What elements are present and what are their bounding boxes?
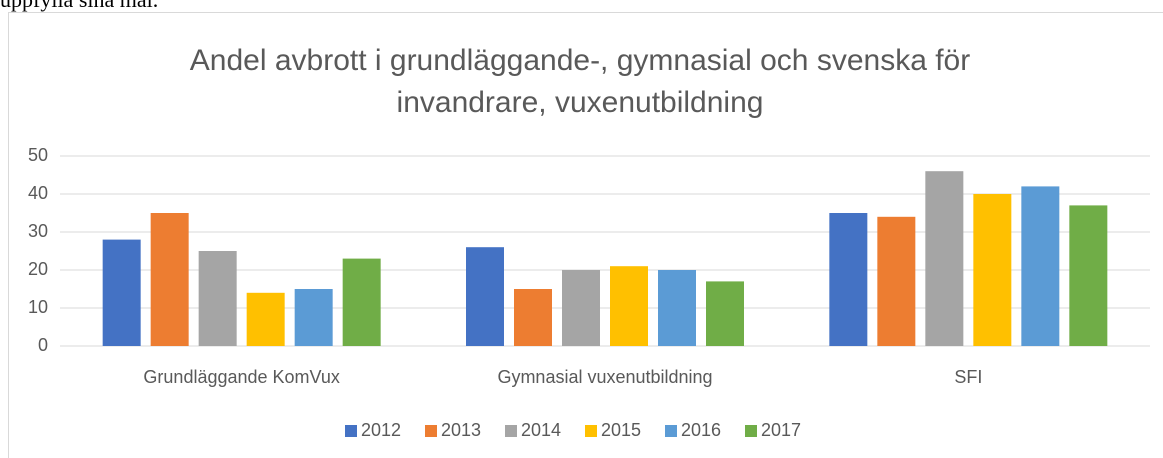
bar xyxy=(610,266,648,346)
legend-swatch xyxy=(425,425,437,437)
bar xyxy=(102,239,141,346)
bar xyxy=(150,213,189,346)
chart-frame xyxy=(8,12,1163,458)
x-tick-label: Gymnasial vuxenutbildning xyxy=(497,367,712,387)
bar xyxy=(514,289,552,346)
y-tick-label: 10 xyxy=(28,297,48,317)
legend-swatch xyxy=(585,425,597,437)
bar xyxy=(246,292,285,346)
legend-label: 2014 xyxy=(521,420,561,440)
bar xyxy=(466,247,504,346)
bar xyxy=(198,251,237,346)
legend-swatch xyxy=(505,425,517,437)
bar xyxy=(562,270,600,346)
bar xyxy=(829,213,868,346)
chart-title: Andel avbrott i grundläggande-, gymnasia… xyxy=(190,44,970,119)
bar xyxy=(1069,205,1108,346)
y-tick-label: 50 xyxy=(28,145,48,165)
document-text: uppfylla sina mål. xyxy=(0,0,158,12)
legend-label: 2015 xyxy=(601,420,641,440)
y-tick-label: 30 xyxy=(28,221,48,241)
legend-label: 2016 xyxy=(681,420,721,440)
legend-swatch xyxy=(745,425,757,437)
legend-swatch xyxy=(665,425,677,437)
bar xyxy=(294,289,333,346)
legend-swatch xyxy=(345,425,357,437)
legend-label: 2012 xyxy=(361,420,401,440)
bar xyxy=(706,281,744,346)
y-tick-label: 0 xyxy=(38,335,48,355)
bar xyxy=(658,270,696,346)
legend-label: 2017 xyxy=(761,420,801,440)
y-tick-label: 20 xyxy=(28,259,48,279)
legend-label: 2013 xyxy=(441,420,481,440)
x-tick-label: Grundläggande KomVux xyxy=(143,367,339,387)
bar xyxy=(973,194,1012,346)
bar xyxy=(877,216,916,346)
x-tick-label: SFI xyxy=(954,367,982,387)
y-tick-label: 40 xyxy=(28,183,48,203)
bar xyxy=(925,171,964,346)
bar xyxy=(342,258,381,346)
bar xyxy=(1021,186,1060,346)
